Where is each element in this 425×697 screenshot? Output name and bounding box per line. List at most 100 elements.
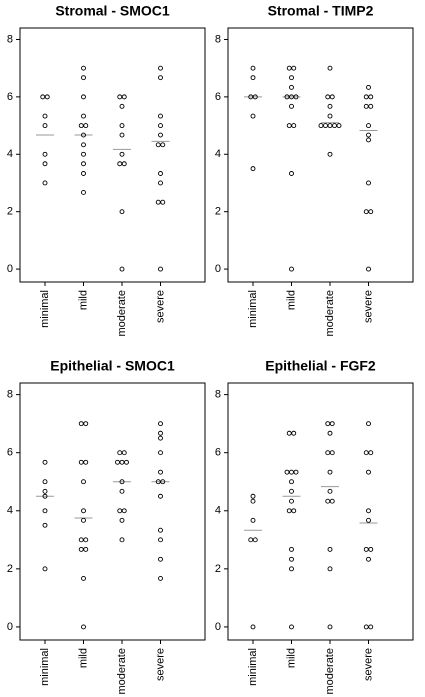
data-point: [117, 161, 123, 167]
data-point: [119, 537, 125, 543]
data-point: [158, 171, 163, 176]
data-point: [158, 180, 163, 186]
x-tick-label: severe: [362, 290, 374, 323]
y-tick-label: 0: [215, 263, 221, 275]
data-point: [368, 546, 374, 552]
y-tick-label: 6: [215, 447, 221, 459]
data-point: [289, 624, 294, 630]
x-tick-label: minimal: [247, 648, 259, 686]
data-point: [117, 450, 123, 456]
data-point: [158, 469, 163, 475]
data-point: [155, 479, 161, 485]
data-point: [325, 450, 331, 456]
data-point: [42, 488, 48, 494]
data-point: [158, 430, 163, 436]
y-tick-label: 6: [7, 91, 13, 103]
data-point: [289, 266, 294, 272]
data-point: [291, 430, 297, 436]
x-tick-label: mild: [77, 290, 89, 310]
data-point: [83, 123, 89, 129]
data-point: [363, 546, 369, 552]
x-tick-label: minimal: [39, 648, 51, 686]
data-point: [158, 556, 163, 562]
data-point: [81, 65, 86, 71]
data-point: [293, 469, 299, 475]
data-point: [252, 537, 258, 543]
data-point: [366, 180, 371, 186]
data-point: [81, 190, 86, 195]
data-point: [366, 266, 371, 272]
data-point: [160, 142, 166, 148]
data-point: [160, 199, 166, 205]
data-point: [289, 546, 294, 552]
data-point: [284, 94, 290, 100]
data-point: [117, 508, 123, 514]
data-point: [42, 522, 48, 528]
data-point: [42, 459, 48, 465]
data-point: [158, 113, 163, 119]
y-tick-label: 4: [215, 148, 221, 160]
data-point: [158, 575, 163, 581]
data-point: [327, 151, 333, 157]
data-point: [289, 488, 294, 494]
data-point: [368, 450, 374, 456]
data-point: [336, 123, 342, 129]
data-point: [363, 103, 369, 109]
data-point: [155, 142, 161, 148]
data-point: [366, 556, 371, 562]
x-tick-label: mild: [285, 648, 297, 668]
panel-title: Epithelial - FGF2: [265, 358, 376, 374]
data-point: [158, 537, 163, 543]
data-point: [366, 123, 371, 129]
data-point: [78, 421, 84, 427]
data-point: [289, 103, 294, 109]
data-point: [286, 430, 292, 436]
data-point: [327, 65, 333, 71]
data-point: [368, 94, 374, 100]
data-point: [158, 421, 163, 427]
y-tick-label: 0: [7, 263, 13, 275]
data-point: [289, 84, 294, 90]
data-point: [332, 123, 337, 129]
data-point: [121, 161, 127, 167]
data-point: [158, 527, 163, 533]
data-point: [158, 75, 163, 81]
data-point: [366, 84, 371, 90]
x-tick-label: minimal: [247, 290, 259, 328]
y-tick-label: 4: [7, 505, 13, 517]
y-tick-label: 4: [7, 148, 13, 160]
data-point: [40, 94, 46, 100]
data-point: [327, 123, 333, 129]
x-tick-label: moderate: [324, 290, 336, 336]
panel-title: Epithelial - SMOC1: [50, 358, 175, 374]
data-point: [119, 151, 125, 157]
data-point: [42, 508, 48, 514]
data-point: [329, 498, 335, 504]
data-point: [81, 132, 86, 138]
data-point: [289, 498, 294, 504]
data-point: [81, 517, 86, 523]
data-point: [363, 209, 369, 215]
data-point: [327, 488, 333, 494]
data-point: [252, 94, 258, 100]
x-tick-label: minimal: [39, 290, 51, 328]
data-point: [286, 508, 292, 514]
data-point: [286, 123, 292, 129]
y-tick-label: 6: [215, 91, 221, 103]
data-point: [329, 421, 335, 427]
data-point: [81, 75, 86, 81]
y-tick-label: 2: [7, 563, 13, 575]
data-point: [250, 624, 256, 630]
y-tick-label: 2: [215, 206, 221, 218]
data-point: [250, 166, 256, 172]
y-tick-label: 8: [7, 389, 13, 401]
data-point: [81, 151, 86, 157]
data-point: [119, 123, 125, 129]
data-point: [81, 94, 86, 100]
data-point: [83, 546, 89, 552]
plot-frame: [227, 382, 414, 641]
plot-frame: [19, 382, 206, 641]
data-point: [289, 94, 294, 100]
data-point: [158, 132, 163, 138]
data-point: [117, 94, 123, 100]
